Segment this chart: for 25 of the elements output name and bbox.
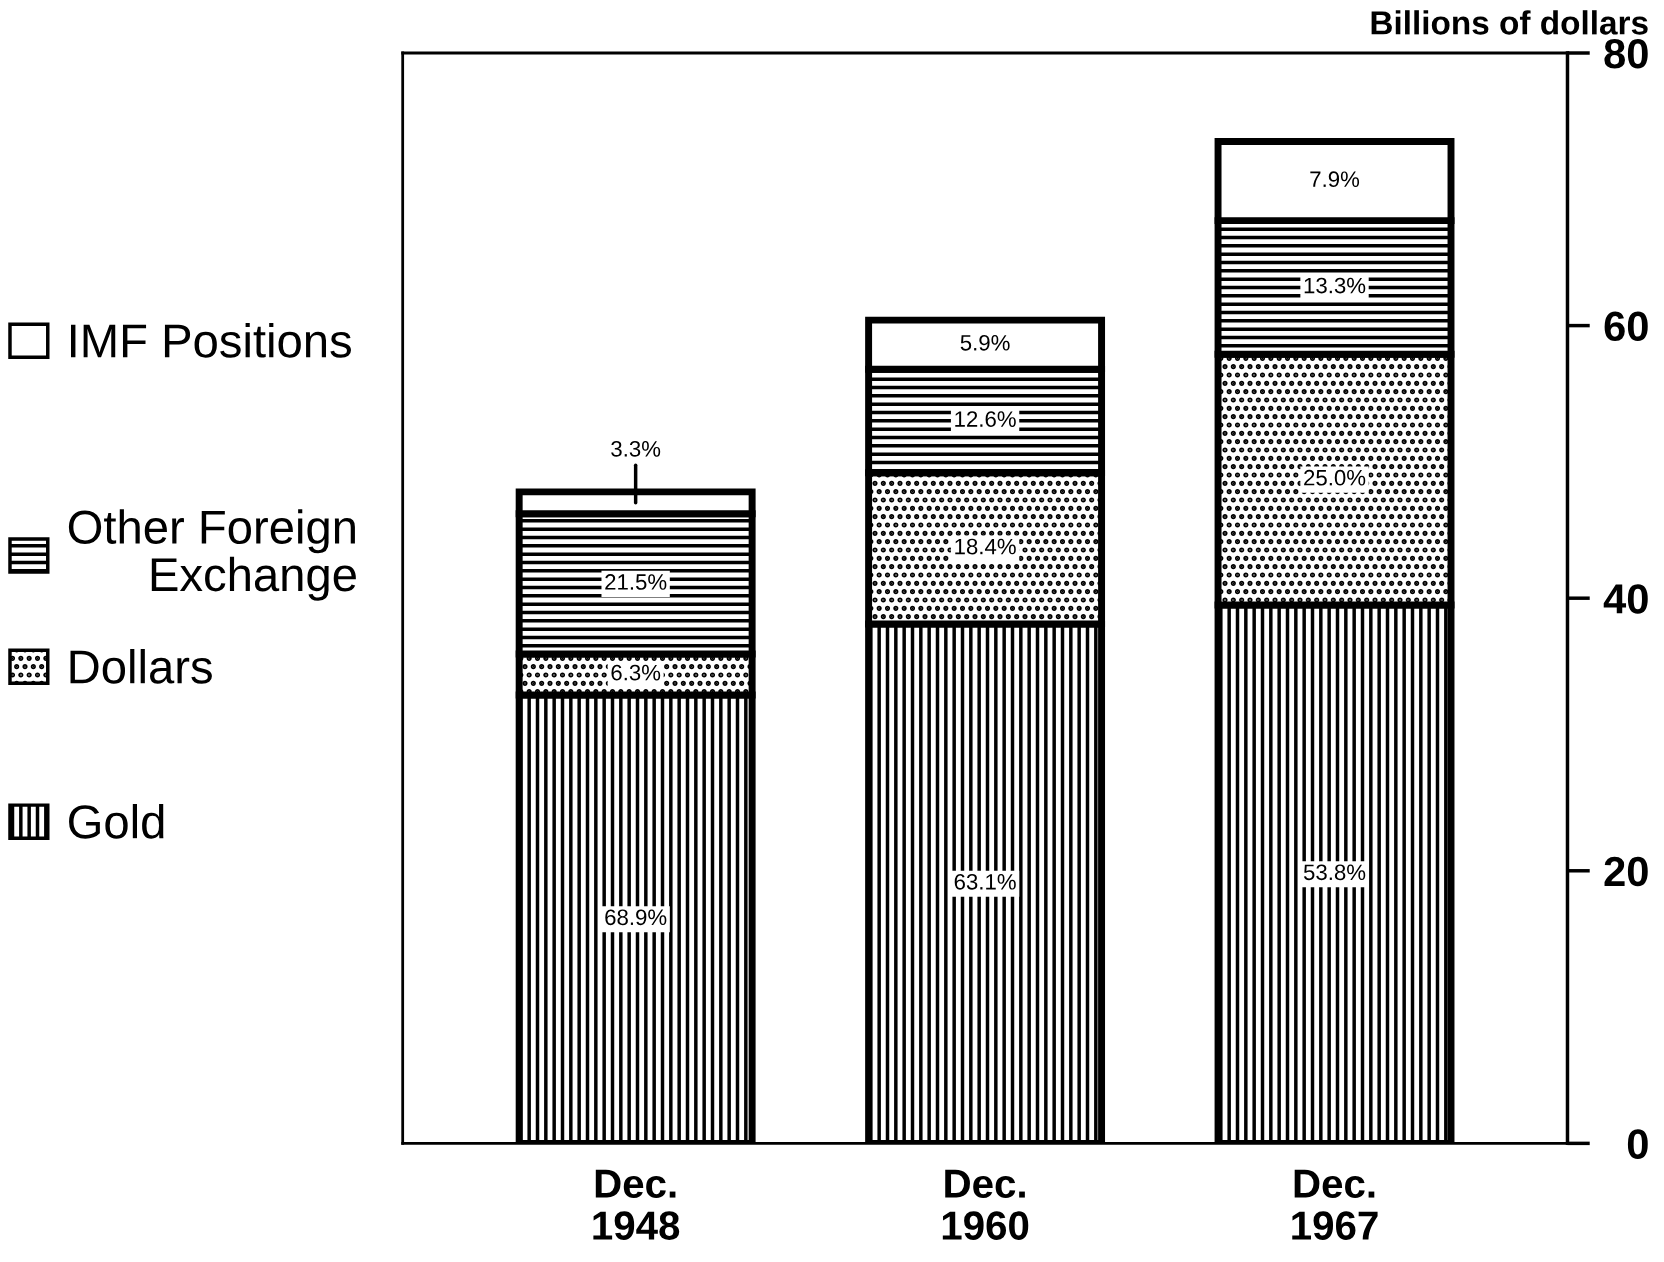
legend-label: Dollars: [70, 649, 212, 684]
y-axis-title: Billions of dollars: [1371, 10, 1648, 35]
y-tick-label: 60: [1604, 311, 1648, 342]
legend-label: Other Foreign Exchange: [68, 509, 356, 601]
annotation: 12.6%: [955, 411, 1016, 427]
x-tick-label: Dec. 1960: [942, 1169, 1029, 1240]
y-tick-label: 20: [1604, 856, 1648, 887]
y-tick-label: 40: [1603, 584, 1648, 614]
annotation: 13.3%: [1304, 277, 1366, 294]
annotation: 5.9%: [960, 334, 1010, 351]
y-tick-label: 80: [1604, 39, 1648, 69]
annotation: 53.8%: [1303, 864, 1366, 881]
annotation: 3.3%: [611, 440, 661, 457]
legend-label: IMF Positions: [71, 323, 351, 358]
annotation: 18.4%: [955, 538, 1016, 555]
annotation: 25.0%: [1304, 469, 1366, 486]
x-tick-label: Dec. 1967: [1292, 1169, 1378, 1240]
legend-label: Gold: [69, 803, 164, 839]
annotation: 63.1%: [954, 873, 1016, 890]
annotation: 7.9%: [1310, 171, 1360, 188]
annotation: 21.5%: [605, 574, 667, 590]
annotation: 68.9%: [605, 909, 667, 926]
x-tick-label: Dec. 1948: [593, 1169, 680, 1240]
y-tick-label: 0: [1627, 1129, 1648, 1159]
annotation: 6.3%: [611, 664, 661, 681]
